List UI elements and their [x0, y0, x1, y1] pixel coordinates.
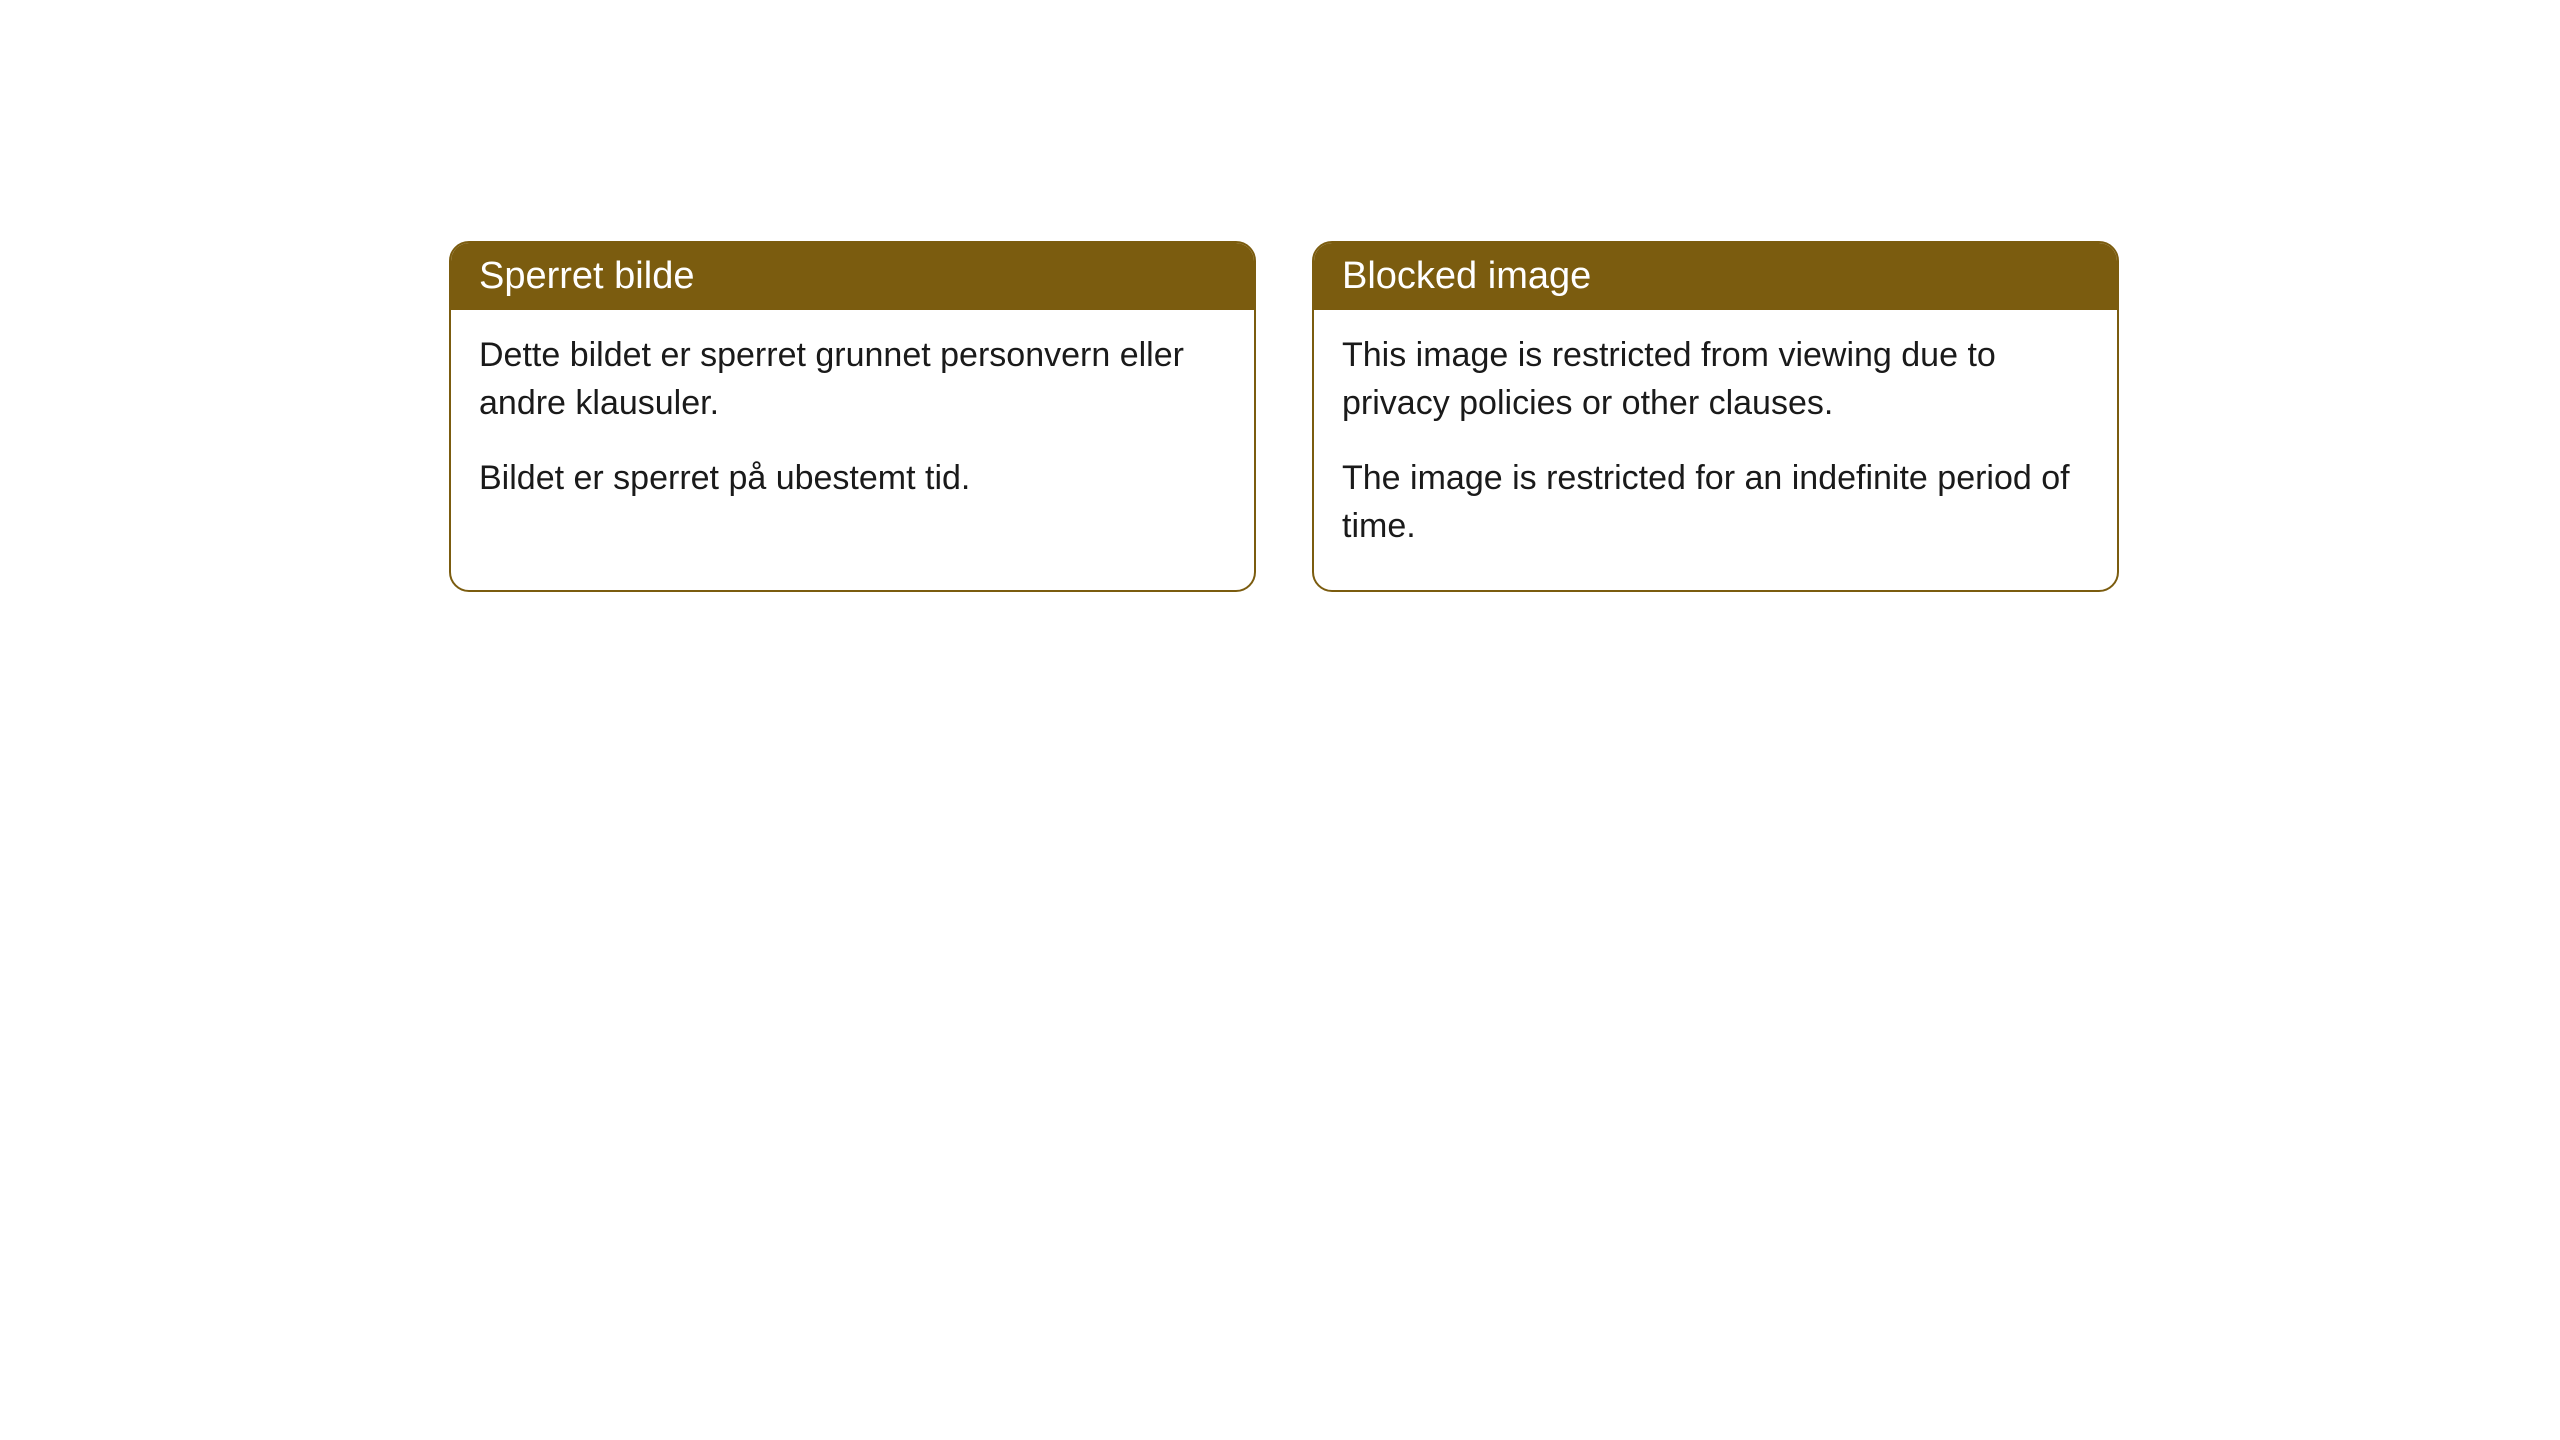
card-body: Dette bildet er sperret grunnet personve…: [451, 310, 1254, 543]
card-body: This image is restricted from viewing du…: [1314, 310, 2117, 590]
card-header: Blocked image: [1314, 243, 2117, 310]
card-paragraph: Bildet er sperret på ubestemt tid.: [479, 455, 1226, 503]
card-title: Blocked image: [1342, 255, 1591, 297]
card-paragraph: The image is restricted for an indefinit…: [1342, 455, 2089, 550]
notice-card-english: Blocked image This image is restricted f…: [1312, 241, 2119, 592]
card-header: Sperret bilde: [451, 243, 1254, 310]
card-title: Sperret bilde: [479, 255, 694, 297]
card-paragraph: Dette bildet er sperret grunnet personve…: [479, 332, 1226, 427]
notice-card-norwegian: Sperret bilde Dette bildet er sperret gr…: [449, 241, 1256, 592]
card-paragraph: This image is restricted from viewing du…: [1342, 332, 2089, 427]
notice-cards-container: Sperret bilde Dette bildet er sperret gr…: [449, 241, 2119, 592]
